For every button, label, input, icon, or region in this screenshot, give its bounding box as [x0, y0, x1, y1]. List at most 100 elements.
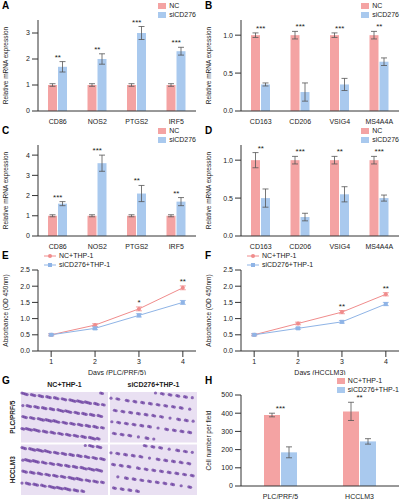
svg-text:4: 4 — [181, 358, 185, 365]
svg-text:CD206: CD206 — [289, 243, 311, 250]
svg-text:NOS2: NOS2 — [88, 243, 107, 250]
svg-text:***: *** — [93, 146, 102, 155]
svg-text:Cell number per field: Cell number per field — [205, 410, 213, 470]
svg-text:**: ** — [337, 147, 343, 156]
svg-text:3: 3 — [137, 358, 141, 365]
svg-text:2.5: 2.5 — [223, 266, 233, 273]
svg-text:HCCLM3: HCCLM3 — [345, 493, 374, 500]
svg-text:1.5: 1.5 — [20, 299, 30, 306]
svg-text:3: 3 — [26, 172, 30, 179]
svg-text:***: *** — [296, 147, 305, 156]
svg-text:***: *** — [53, 193, 62, 202]
svg-text:CD86: CD86 — [49, 118, 67, 125]
svg-text:*: * — [137, 298, 140, 307]
html-text:A: A — [2, 0, 10, 11]
svg-text:Relative mRNA expression: Relative mRNA expression — [205, 26, 213, 104]
svg-text:***: *** — [335, 24, 344, 33]
svg-text:100: 100 — [221, 464, 233, 471]
html-text:C: C — [2, 125, 10, 136]
svg-text:400: 400 — [221, 410, 233, 417]
svg-text:1.5: 1.5 — [223, 299, 233, 306]
svg-text:2: 2 — [26, 192, 30, 199]
svg-text:2.5: 2.5 — [20, 266, 30, 273]
svg-text:2.0: 2.0 — [223, 283, 233, 290]
svg-text:***: *** — [375, 147, 384, 156]
svg-text:Days (HCCLM3): Days (HCCLM3) — [294, 369, 345, 375]
svg-text:PLC/PRF/5: PLC/PRF/5 — [263, 493, 299, 500]
svg-text:0.5: 0.5 — [223, 195, 233, 202]
svg-text:3: 3 — [340, 358, 344, 365]
svg-text:CD163: CD163 — [250, 118, 272, 125]
svg-text:0: 0 — [26, 232, 30, 239]
svg-text:300: 300 — [221, 428, 233, 435]
svg-text:**: ** — [258, 145, 264, 153]
svg-text:Relative mRNA expression: Relative mRNA expression — [8, 151, 10, 229]
svg-text:Absorbance (OD 450nm): Absorbance (OD 450nm) — [8, 274, 10, 346]
svg-text:***: *** — [132, 20, 141, 27]
svg-text:IRF5: IRF5 — [169, 243, 184, 250]
svg-text:1.0: 1.0 — [223, 157, 233, 164]
svg-text:***: *** — [256, 24, 265, 33]
svg-text:1: 1 — [252, 358, 256, 365]
svg-text:MS4A4A: MS4A4A — [365, 243, 393, 250]
svg-text:500: 500 — [221, 391, 233, 398]
svg-text:2.0: 2.0 — [20, 283, 30, 290]
svg-text:***: *** — [276, 404, 285, 413]
svg-text:0: 0 — [26, 107, 30, 114]
svg-text:0.0: 0.0 — [223, 107, 233, 114]
svg-text:Days (PLC/PRF/5): Days (PLC/PRF/5) — [88, 369, 146, 375]
svg-text:200: 200 — [221, 446, 233, 453]
svg-text:NC+THP-1: NC+THP-1 — [47, 381, 82, 388]
svg-text:NOS2: NOS2 — [88, 118, 107, 125]
svg-text:IRF5: IRF5 — [169, 118, 184, 125]
svg-text:Absorbance (OD 450nm): Absorbance (OD 450nm) — [205, 274, 213, 346]
svg-text:2: 2 — [296, 358, 300, 365]
svg-text:1: 1 — [49, 358, 53, 365]
svg-text:**: ** — [134, 176, 140, 185]
svg-text:1.0: 1.0 — [223, 32, 233, 39]
svg-text:3: 3 — [26, 29, 30, 36]
html-text:B: B — [205, 0, 213, 11]
html-text:G: G — [2, 375, 10, 386]
svg-text:**: ** — [376, 22, 382, 31]
svg-text:siCD276+THP-1: siCD276+THP-1 — [128, 381, 180, 388]
html-text:D: D — [205, 125, 213, 136]
svg-text:**: ** — [94, 45, 100, 54]
svg-text:CD163: CD163 — [250, 243, 272, 250]
svg-text:PLC/PRF/5: PLC/PRF/5 — [9, 400, 16, 434]
svg-text:PTGS2: PTGS2 — [125, 118, 148, 125]
svg-text:**: ** — [55, 53, 61, 62]
svg-text:0.0: 0.0 — [20, 347, 30, 354]
svg-text:1: 1 — [26, 212, 30, 219]
svg-text:***: *** — [172, 38, 181, 47]
svg-text:0: 0 — [229, 482, 233, 489]
svg-text:0.5: 0.5 — [223, 331, 233, 338]
svg-text:**: ** — [339, 302, 345, 311]
svg-text:4: 4 — [384, 358, 388, 365]
svg-text:4: 4 — [26, 152, 30, 159]
svg-text:2: 2 — [26, 55, 30, 62]
svg-text:0.5: 0.5 — [223, 70, 233, 77]
svg-text:0.0: 0.0 — [223, 232, 233, 239]
svg-text:1.0: 1.0 — [223, 315, 233, 322]
svg-text:**: ** — [356, 395, 362, 402]
svg-text:Relative mRNA expression: Relative mRNA expression — [205, 151, 213, 229]
svg-text:PTGS2: PTGS2 — [125, 243, 148, 250]
svg-text:HCCLM3: HCCLM3 — [9, 456, 16, 483]
svg-text:**: ** — [383, 284, 389, 293]
svg-text:**: ** — [180, 277, 186, 286]
svg-text:***: *** — [296, 22, 305, 31]
html-text:H: H — [205, 375, 213, 386]
svg-text:0.5: 0.5 — [20, 331, 30, 338]
svg-text:VSIG4: VSIG4 — [329, 243, 350, 250]
svg-text:CD206: CD206 — [289, 118, 311, 125]
svg-text:0.0: 0.0 — [223, 347, 233, 354]
svg-text:1: 1 — [26, 81, 30, 88]
svg-text:1.0: 1.0 — [20, 315, 30, 322]
svg-text:**: ** — [173, 189, 179, 198]
svg-text:2: 2 — [93, 358, 97, 365]
svg-text:Relative mRNA expression: Relative mRNA expression — [8, 26, 10, 104]
svg-text:CD86: CD86 — [49, 243, 67, 250]
svg-text:VSIG4: VSIG4 — [329, 118, 350, 125]
svg-text:MS4A4A: MS4A4A — [365, 118, 393, 125]
